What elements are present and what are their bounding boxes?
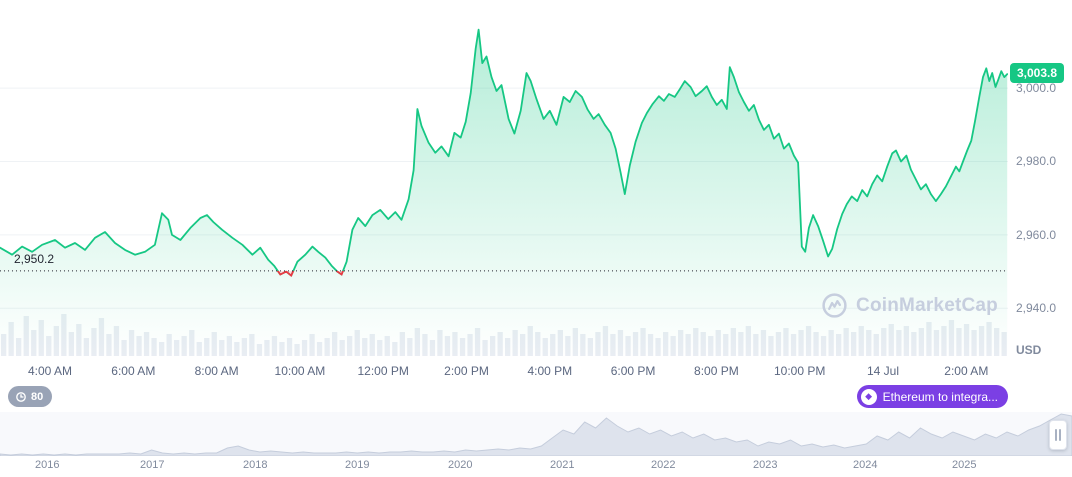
price-chart[interactable]: 2,950.2 CoinMarketCap 3,003.8 USD 3,000.… bbox=[0, 0, 1072, 358]
time-axis-label: 4:00 PM bbox=[527, 364, 573, 378]
year-axis-label: 2022 bbox=[651, 459, 676, 471]
promo-button-label: Ethereum to integra... bbox=[882, 389, 998, 404]
time-axis-label: 6:00 PM bbox=[610, 364, 656, 378]
watermark-text: CoinMarketCap bbox=[856, 294, 998, 316]
time-axis-label: 4:00 AM bbox=[27, 364, 73, 378]
token-icon: ◆ bbox=[860, 388, 877, 405]
time-axis-label: 8:00 PM bbox=[694, 364, 739, 378]
threshold-price-label: 2,950.2 bbox=[14, 251, 55, 266]
candle-countdown-value: 80 bbox=[31, 390, 44, 403]
controls-row: 80 ◆ Ethereum to integra... bbox=[0, 384, 1072, 412]
drag-grip-icon bbox=[1055, 429, 1057, 441]
time-axis-label: 12:00 PM bbox=[357, 364, 409, 378]
price-axis-label: 2,980.0 bbox=[1016, 154, 1057, 169]
coinmarketcap-logo-icon bbox=[822, 293, 847, 318]
year-axis: 2016 2017 2018 2019 2020 2021 2022 2023 2024 2025 bbox=[0, 456, 1072, 477]
scrubber-drag-handle[interactable] bbox=[1049, 420, 1067, 450]
year-axis-label: 2021 bbox=[550, 459, 575, 471]
year-axis-label: 2016 bbox=[35, 459, 60, 471]
ethereum-news-button[interactable]: ◆ Ethereum to integra... bbox=[856, 385, 1008, 408]
current-price-badge: 3,003.8 bbox=[1010, 63, 1065, 84]
coinmarketcap-watermark: CoinMarketCap bbox=[821, 292, 998, 319]
time-axis-label: 14 Jul bbox=[866, 364, 900, 378]
history-scrubber[interactable] bbox=[0, 412, 1072, 456]
time-axis-label: 2:00 AM bbox=[944, 364, 989, 378]
price-axis-label: 3,000.0 bbox=[1016, 81, 1057, 96]
year-axis-label: 2024 bbox=[853, 459, 878, 471]
time-axis: 4:00 AM 6:00 AM 8:00 AM 10:00 AM 12:00 PM 2:0… bbox=[0, 358, 1008, 384]
drag-grip-icon bbox=[1059, 429, 1061, 441]
price-axis-label: 2,960.0 bbox=[1016, 227, 1057, 242]
price-axis: 3,003.8 USD 3,000.0 2,980.0 2,960.0 2,940.0 bbox=[1008, 0, 1072, 358]
currency-label: USD bbox=[1016, 343, 1042, 357]
price-chart-canvas[interactable] bbox=[0, 0, 1008, 358]
year-axis-label: 2020 bbox=[448, 459, 473, 471]
time-axis-label: 10:00 AM bbox=[274, 364, 326, 378]
year-axis-label: 2018 bbox=[243, 459, 268, 471]
price-axis-label: 2,940.0 bbox=[1016, 301, 1057, 316]
clock-icon bbox=[16, 391, 26, 402]
time-axis-label: 6:00 AM bbox=[111, 364, 156, 378]
year-axis-label: 2023 bbox=[753, 459, 778, 471]
year-axis-label: 2019 bbox=[345, 459, 370, 471]
year-axis-label: 2025 bbox=[952, 459, 977, 471]
year-axis-label: 2017 bbox=[140, 459, 165, 471]
time-axis-label: 2:00 PM bbox=[444, 364, 489, 378]
candle-countdown-badge[interactable]: 80 bbox=[8, 386, 53, 407]
history-mini-chart bbox=[0, 413, 1072, 456]
time-axis-label: 8:00 AM bbox=[194, 364, 239, 378]
time-axis-label: 10:00 PM bbox=[774, 364, 826, 378]
